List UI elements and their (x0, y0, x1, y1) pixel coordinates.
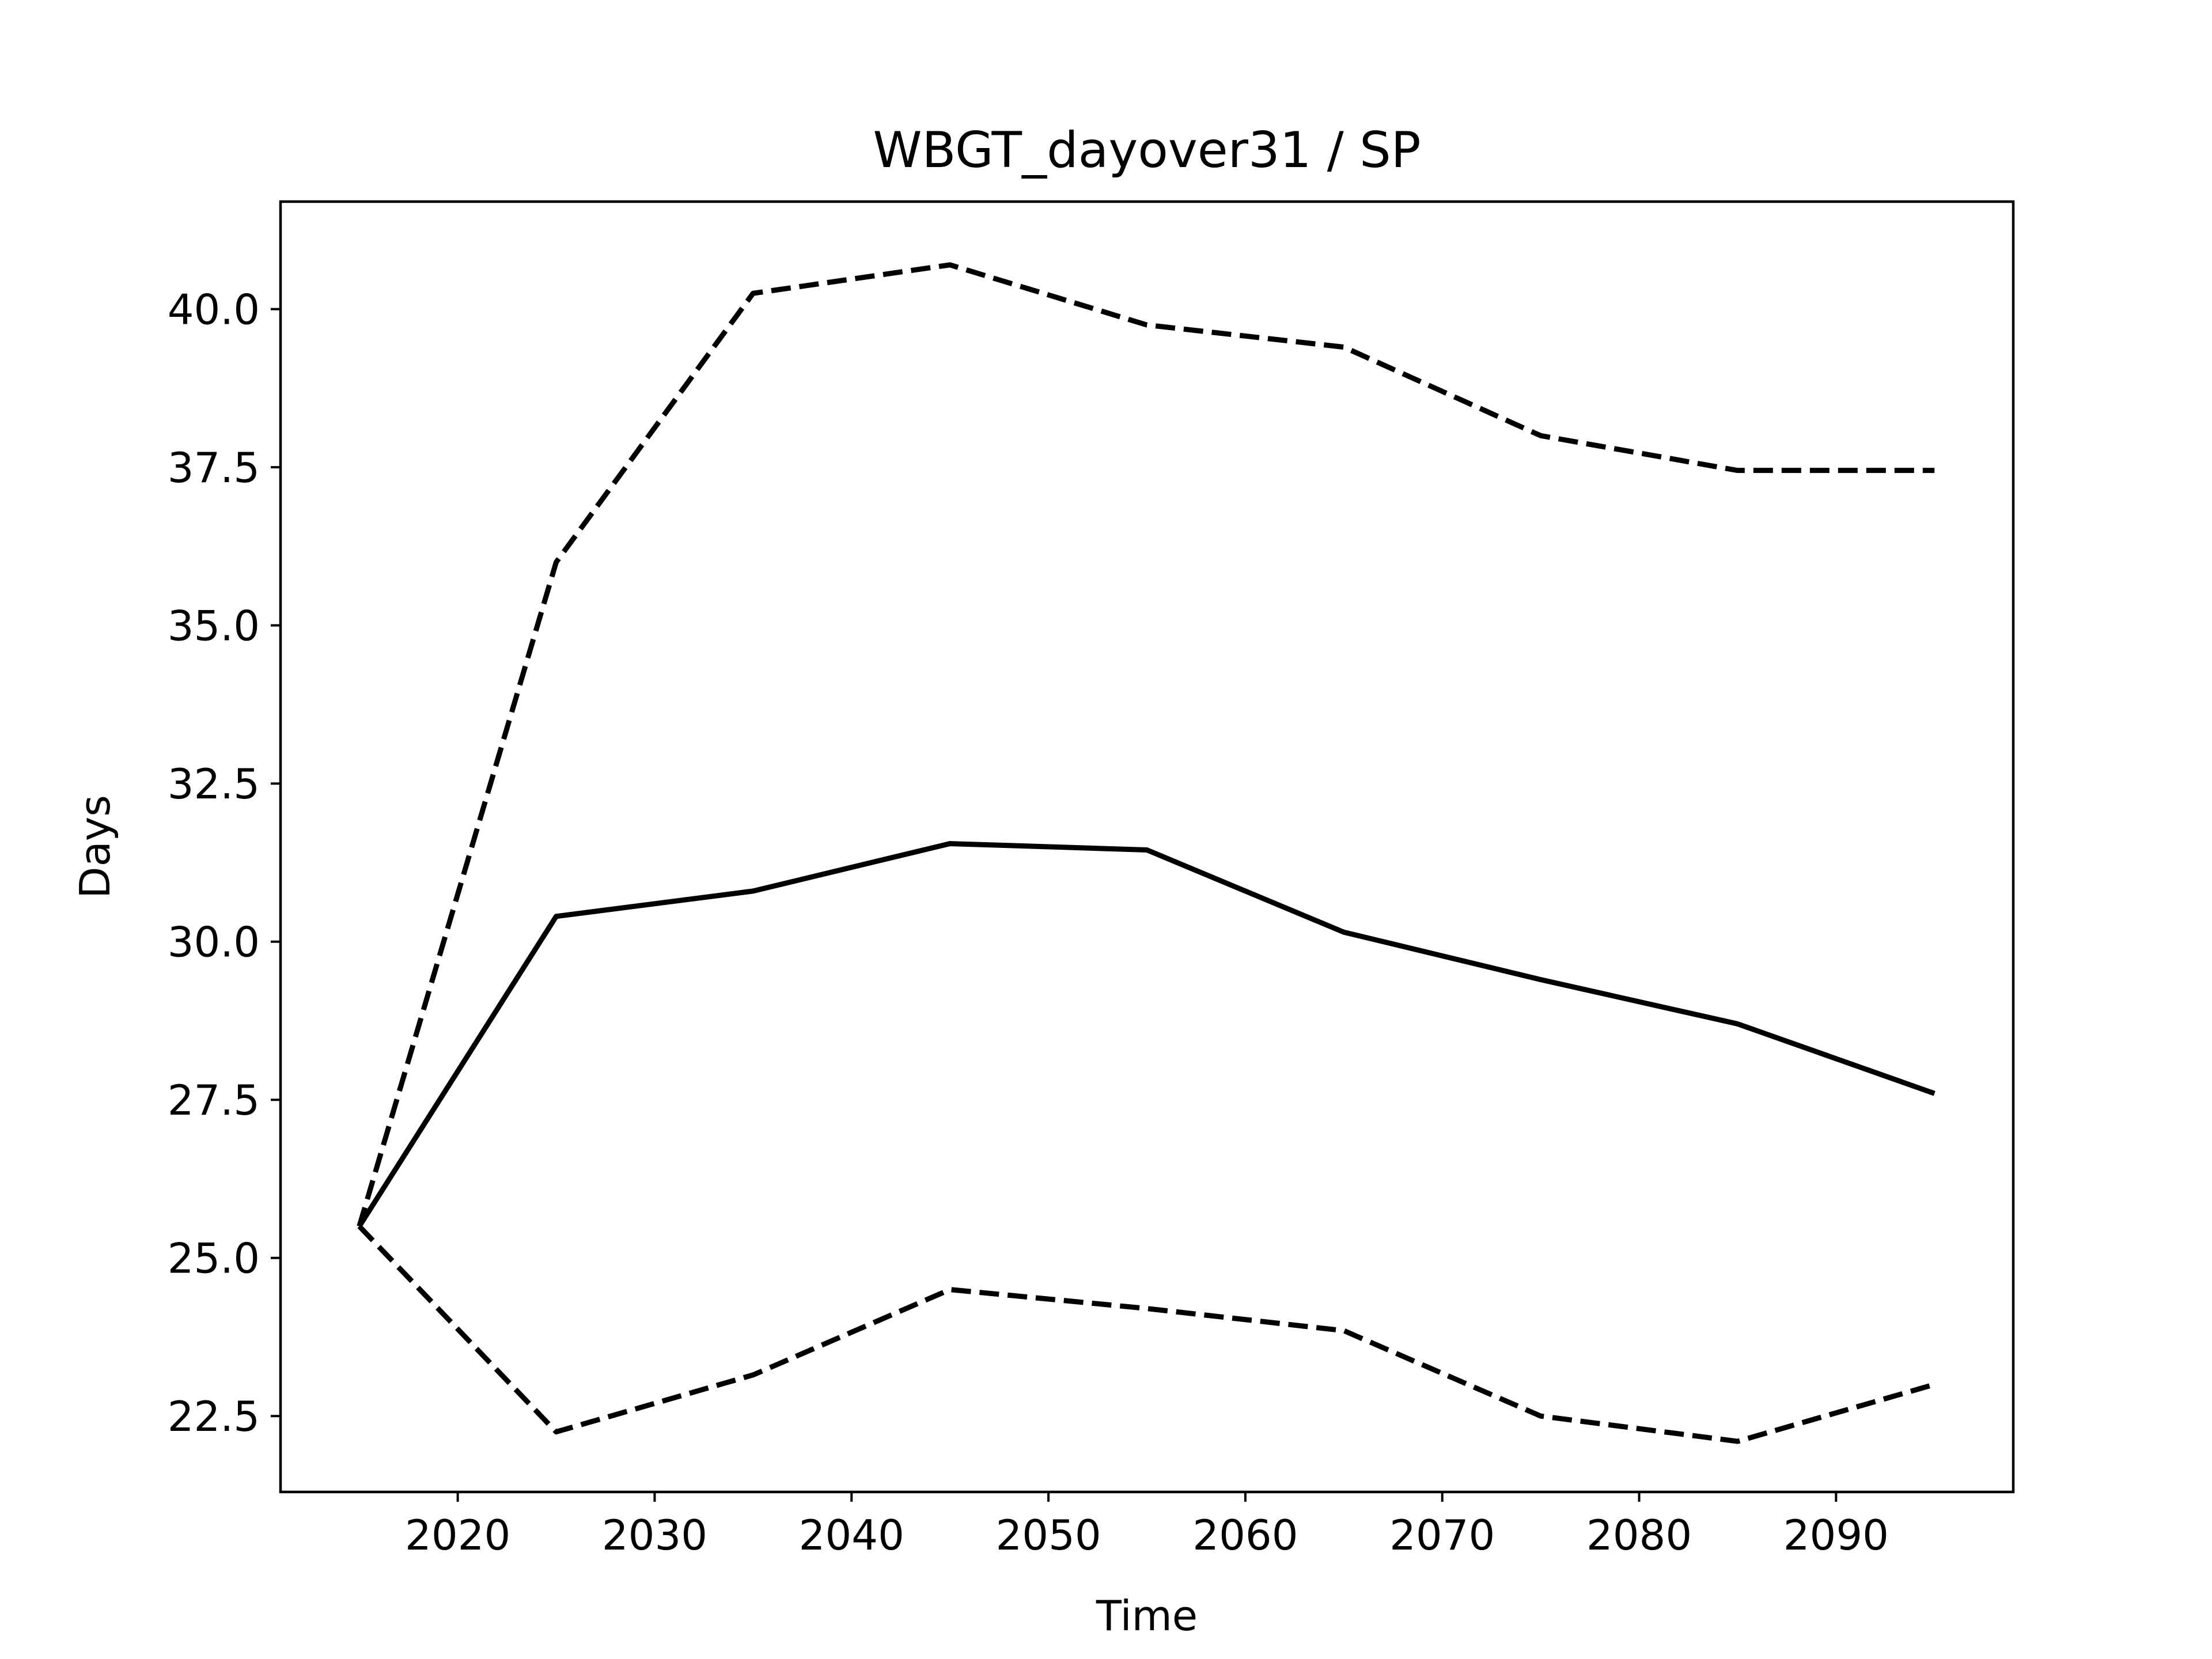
y-tick-label: 32.5 (168, 760, 260, 808)
dashed-line-2 (357, 1224, 1936, 1444)
solid-line-0 (357, 841, 1936, 1228)
x-tick-label: 2050 (995, 1511, 1101, 1559)
plot-frame (279, 200, 2015, 1494)
y-axis: 22.5 25.0 27.5 30.0 32.5 35.0 37.5 40.0 (168, 286, 281, 1441)
y-tick-label: 22.5 (168, 1392, 260, 1441)
y-tick-label: 35.0 (168, 602, 260, 650)
y-tick-label: 30.0 (168, 918, 260, 967)
y-tick-label: 40.0 (168, 286, 260, 334)
y-tick-label: 27.5 (168, 1076, 260, 1124)
x-tick-label: 2020 (405, 1511, 510, 1559)
chart-title: WBGT_dayover31 / SP (873, 122, 1421, 179)
y-axis-label: Days (71, 795, 119, 899)
x-tick-label: 2060 (1192, 1511, 1298, 1559)
x-axis-label: Time (1096, 1592, 1198, 1640)
x-tick-label: 2030 (602, 1511, 707, 1559)
x-tick-label: 2080 (1586, 1511, 1692, 1559)
x-tick-label: 2090 (1783, 1511, 1889, 1559)
x-tick-label: 2070 (1389, 1511, 1495, 1559)
x-tick-label: 2040 (799, 1511, 904, 1559)
y-tick-label: 37.5 (168, 444, 260, 492)
plot-series (357, 262, 1936, 1444)
y-tick-label: 25.0 (168, 1234, 260, 1283)
dashed-line-1 (357, 262, 1935, 1228)
x-axis: 2020 2030 2040 2050 2060 2070 2080 2090 (405, 1492, 1889, 1559)
